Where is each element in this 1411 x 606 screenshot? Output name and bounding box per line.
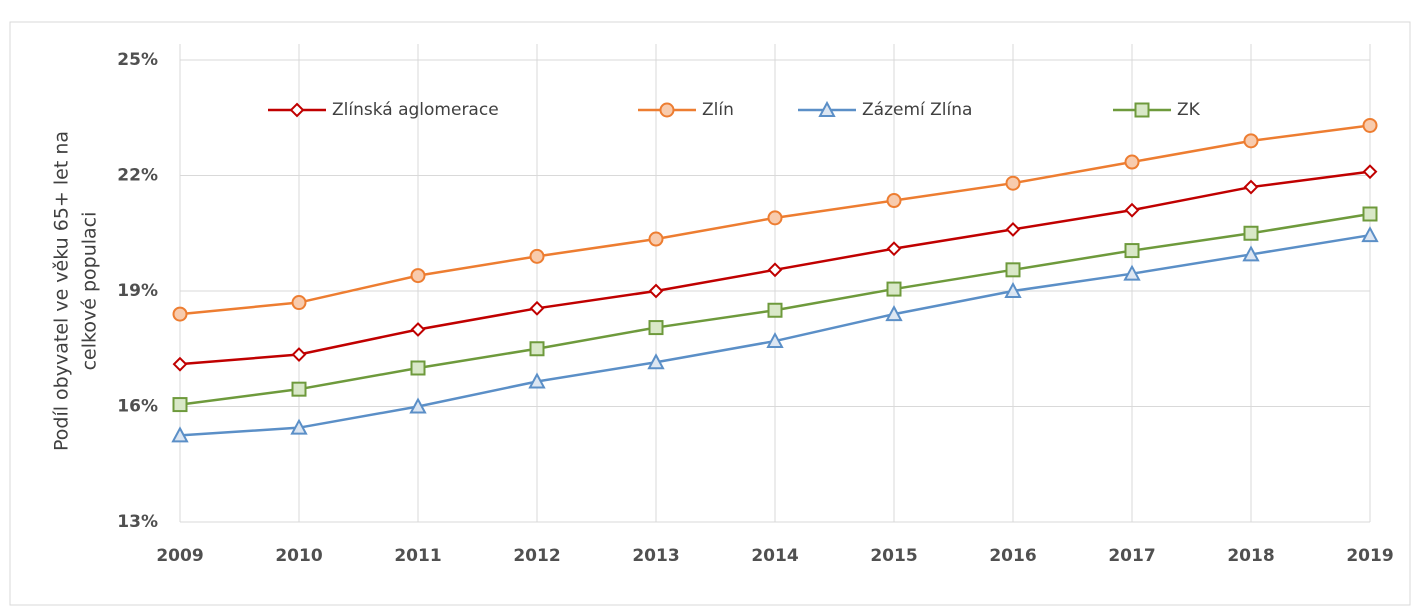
marker xyxy=(410,360,426,376)
marker xyxy=(529,248,545,264)
marker xyxy=(886,193,902,209)
x-tick-label: 2018 xyxy=(1227,546,1274,566)
x-tick-label: 2010 xyxy=(275,546,322,566)
marker xyxy=(291,295,307,311)
marker xyxy=(529,341,545,357)
marker xyxy=(767,262,783,278)
marker xyxy=(1362,164,1378,180)
legend-label: ZK xyxy=(1177,100,1201,120)
marker xyxy=(1134,102,1150,118)
legend-label: Zázemí Zlína xyxy=(862,100,972,120)
marker xyxy=(1005,221,1021,237)
marker xyxy=(528,372,546,389)
chart-frame xyxy=(9,21,1411,606)
marker xyxy=(171,426,189,443)
marker xyxy=(886,281,902,297)
marker xyxy=(172,397,188,413)
marker xyxy=(289,102,305,118)
marker xyxy=(647,353,665,370)
x-tick-label: 2011 xyxy=(394,546,441,566)
marker xyxy=(1243,179,1259,195)
marker xyxy=(1005,175,1021,191)
y-axis-label: Podíl obyvatel ve věku 65+ let na xyxy=(51,131,73,451)
marker xyxy=(410,322,426,337)
marker xyxy=(1362,117,1378,133)
marker xyxy=(529,300,545,316)
marker xyxy=(291,381,307,397)
y-tick-label: 16% xyxy=(117,397,158,417)
marker xyxy=(1242,245,1260,262)
x-tick-label: 2013 xyxy=(632,546,679,566)
legend-label: Zlínská aglomerace xyxy=(332,100,499,120)
marker xyxy=(1123,264,1141,281)
x-tick-label: 2012 xyxy=(513,546,560,566)
marker xyxy=(1005,262,1021,278)
x-tick-label: 2019 xyxy=(1346,546,1393,566)
marker xyxy=(767,210,783,226)
marker xyxy=(1243,133,1259,149)
marker xyxy=(1004,281,1022,298)
marker xyxy=(659,102,675,118)
marker xyxy=(766,331,784,349)
marker xyxy=(648,320,664,336)
marker xyxy=(290,418,308,435)
y-tick-label: 19% xyxy=(117,281,158,301)
marker xyxy=(1243,225,1259,241)
marker xyxy=(1362,206,1378,222)
x-tick-label: 2009 xyxy=(156,546,203,566)
y-tick-label: 13% xyxy=(117,512,158,532)
x-tick-label: 2017 xyxy=(1108,546,1155,566)
y-tick-label: 22% xyxy=(117,166,158,186)
y-tick-label: 25% xyxy=(117,50,158,70)
marker xyxy=(886,241,902,257)
marker xyxy=(648,231,664,247)
x-tick-label: 2014 xyxy=(751,546,798,566)
marker xyxy=(172,356,188,372)
marker xyxy=(1124,154,1140,170)
marker xyxy=(1361,226,1379,243)
x-tick-label: 2016 xyxy=(989,546,1036,566)
marker xyxy=(409,397,427,414)
marker xyxy=(172,306,188,322)
legend-label: Zlín xyxy=(702,100,734,120)
marker xyxy=(648,283,664,299)
marker xyxy=(291,347,307,362)
marker xyxy=(410,268,426,284)
x-tick-label: 2015 xyxy=(870,546,917,566)
marker xyxy=(767,302,783,318)
y-axis-label: celkové populaci xyxy=(79,212,101,371)
marker xyxy=(818,100,836,117)
marker xyxy=(1124,202,1140,218)
marker xyxy=(885,304,903,322)
marker xyxy=(1124,243,1140,259)
